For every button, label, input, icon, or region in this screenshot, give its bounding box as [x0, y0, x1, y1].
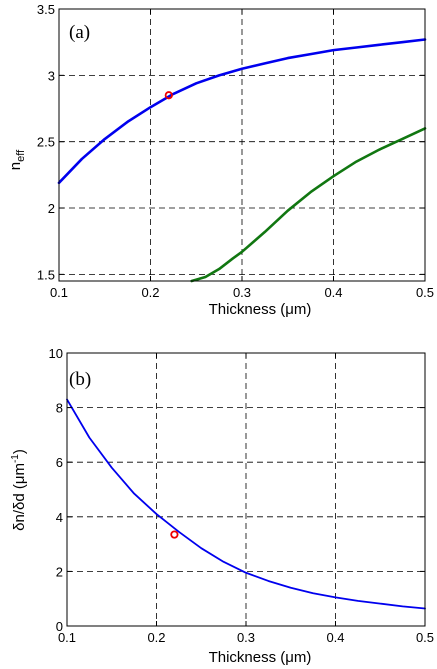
x-tick-label-a-3: 0.4 — [324, 285, 342, 300]
series-group-b — [66, 398, 426, 610]
y-axis-label-b-end: ) — [11, 449, 28, 454]
y-tick-label-b-1: 2 — [56, 564, 63, 579]
ticks-b — [66, 352, 426, 627]
chart-panel-a: 0.1 0.2 0.3 0.4 0.5 1.5 2 2.5 3 3.5 (a) Thicknes… — [7, 2, 434, 318]
y-axis-label-b-sup: -1 — [10, 454, 21, 463]
y-tick-label-b-5: 10 — [49, 346, 63, 361]
y-tick-label-b-3: 6 — [56, 455, 63, 470]
grid-a — [59, 9, 425, 281]
x-tick-labels-b: 0.1 0.2 0.3 0.4 0.5 — [58, 630, 434, 645]
x-tick-label-b-2: 0.3 — [237, 630, 255, 645]
y-axis-label-a-sub: eff — [15, 149, 27, 162]
x-tick-label-a-1: 0.2 — [141, 285, 159, 300]
ticks-a — [58, 8, 426, 281]
x-tick-label-a-2: 0.3 — [233, 285, 251, 300]
x-tick-label-b-4: 0.5 — [416, 630, 434, 645]
highlight-point-b — [170, 530, 179, 539]
x-axis-label-b: Thickness (μm) — [209, 649, 312, 666]
y-axis-label-b: δn/δd (μm-1) — [10, 449, 28, 531]
x-tick-label-a-0: 0.1 — [50, 285, 68, 300]
y-tick-labels-b: 0 2 4 6 8 10 — [49, 346, 63, 634]
x-tick-label-b-0: 0.1 — [58, 630, 76, 645]
y-tick-label-b-0: 0 — [56, 619, 63, 634]
grid-b — [67, 353, 425, 626]
y-tick-label-b-2: 4 — [56, 510, 63, 525]
y-axis-label-b-main: δn/δd (μm — [11, 463, 28, 531]
y-tick-label-a-0: 1.5 — [37, 267, 55, 282]
series-line-a-1 — [190, 127, 427, 283]
y-axis-label-a: neff — [7, 149, 27, 170]
panel-label-b: (b) — [69, 369, 91, 390]
series-line-b-0 — [66, 398, 426, 610]
highlight-point-a — [164, 91, 173, 100]
y-tick-labels-a: 1.5 2 2.5 3 3.5 — [37, 2, 55, 282]
x-tick-label-b-3: 0.4 — [326, 630, 344, 645]
x-tick-labels-a: 0.1 0.2 0.3 0.4 0.5 — [50, 285, 434, 300]
marker-group-b — [170, 530, 179, 539]
y-tick-label-a-3: 3 — [48, 68, 55, 83]
y-axis-label-a-main: n — [7, 162, 24, 170]
y-tick-label-a-2: 2.5 — [37, 135, 55, 150]
x-tick-label-a-4: 0.5 — [416, 285, 434, 300]
series-group-a — [57, 38, 427, 283]
marker-group-a — [164, 91, 173, 100]
y-tick-label-b-4: 8 — [56, 401, 63, 416]
x-axis-label-a: Thickness (μm) — [209, 301, 312, 318]
series-line-a-0 — [57, 38, 427, 185]
y-tick-label-a-1: 2 — [48, 201, 55, 216]
x-tick-label-b-1: 0.2 — [147, 630, 165, 645]
chart-panel-b: 0.1 0.2 0.3 0.4 0.5 0 2 4 6 8 10 (b) Thickness (μ… — [10, 346, 434, 666]
y-tick-label-a-4: 3.5 — [37, 2, 55, 17]
panel-label-a: (a) — [69, 22, 90, 43]
